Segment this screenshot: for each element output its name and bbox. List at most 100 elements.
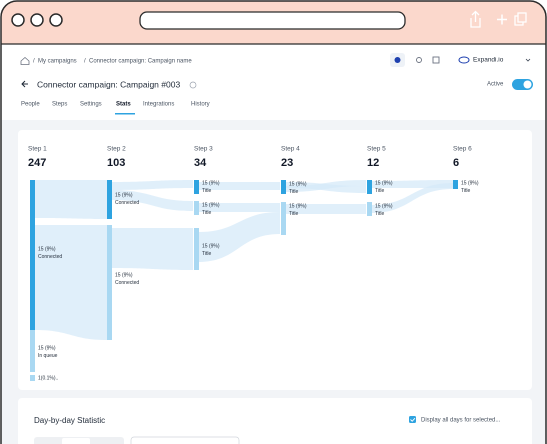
node-bar xyxy=(30,180,35,330)
node-value: 15 (9%) xyxy=(202,202,220,208)
step-label: Step 4 xyxy=(281,146,300,153)
step-label: Step 2 xyxy=(107,146,126,153)
step-count: 23 xyxy=(281,157,293,169)
flow xyxy=(285,204,366,214)
step-count: 34 xyxy=(194,157,207,169)
node-value: 15 (9%) xyxy=(38,345,56,351)
tab[interactable]: Steps xyxy=(52,102,67,108)
date-input[interactable] xyxy=(130,436,240,444)
node-label: Title xyxy=(461,188,470,194)
step-count: 247 xyxy=(28,157,46,169)
node-value: 15 (9%) xyxy=(38,246,56,252)
step-label: Step 3 xyxy=(194,146,213,153)
node-label: Title xyxy=(375,188,384,194)
tab-indicator xyxy=(115,113,135,115)
node-bar xyxy=(194,201,199,215)
node-value: 15 (9%) xyxy=(115,192,133,198)
node-bar xyxy=(194,228,199,270)
node-bar xyxy=(107,180,112,219)
flow xyxy=(198,212,280,262)
node-bar xyxy=(30,375,35,381)
checkbox[interactable] xyxy=(409,416,416,423)
node-label: Title xyxy=(289,211,298,217)
flow xyxy=(285,180,366,192)
node-bar xyxy=(30,330,35,372)
flow xyxy=(198,182,280,190)
account-logo xyxy=(458,56,470,64)
node-bar xyxy=(367,202,372,216)
dropdown-icon[interactable] xyxy=(525,58,531,62)
tab[interactable]: History xyxy=(191,102,210,108)
node-value: 15 (9%) xyxy=(115,272,133,278)
segment[interactable] xyxy=(62,438,90,444)
breadcrumb-sep: / xyxy=(84,59,86,65)
node-label: Title xyxy=(202,210,211,216)
step-count: 6 xyxy=(453,157,459,169)
icon xyxy=(394,57,401,63)
flow xyxy=(35,180,107,219)
node-value: 15 (9%) xyxy=(375,203,393,209)
breadcrumb[interactable]: My campaigns xyxy=(38,59,77,65)
node-label: Title xyxy=(289,189,298,195)
flow xyxy=(112,190,193,211)
flow xyxy=(198,203,280,212)
window-button[interactable] xyxy=(49,13,63,27)
step-label: Step 6 xyxy=(453,146,472,153)
window-button[interactable] xyxy=(11,13,25,27)
node-label: Title xyxy=(202,251,211,257)
flow xyxy=(112,228,193,270)
breadcrumb[interactable]: Connector campaign: Campaign name xyxy=(89,59,192,65)
step-count: 12 xyxy=(367,157,379,169)
node-value: 15 (9%) xyxy=(289,203,307,209)
tabs: People Steps Settings Stats Integrations Hist… xyxy=(21,102,210,115)
node-label: Title xyxy=(375,211,384,217)
node-value: 15 (9%) xyxy=(289,181,307,187)
toggle-knob xyxy=(523,80,532,89)
back-icon[interactable] xyxy=(21,80,28,88)
node-label: Connected xyxy=(115,200,139,206)
node-bar xyxy=(281,202,286,235)
url-bar[interactable] xyxy=(139,11,406,30)
expand-icon[interactable] xyxy=(432,56,440,64)
node-value: 15 (9%) xyxy=(202,180,220,186)
flows xyxy=(35,180,453,340)
stats-title: Day-by-day Statistic xyxy=(34,416,105,425)
tab[interactable]: Stats xyxy=(116,102,131,108)
home-icon[interactable] xyxy=(20,56,30,65)
tab[interactable]: Settings xyxy=(80,102,102,108)
check xyxy=(410,417,416,422)
node-bar xyxy=(367,180,372,194)
node-bar xyxy=(194,180,199,194)
node-bar xyxy=(453,180,458,189)
info-icon[interactable] xyxy=(189,81,197,89)
checkbox-label[interactable]: Display all days for selected... xyxy=(421,418,501,424)
flow xyxy=(371,183,453,213)
steps: Step 1 247 15 (9%) Connected 15 (9%) In queue… xyxy=(28,146,479,382)
tab[interactable]: Integrations xyxy=(143,102,174,108)
node-label: Connected xyxy=(38,254,62,260)
step-label: Step 5 xyxy=(367,146,386,153)
flow xyxy=(112,180,193,190)
step-count: 103 xyxy=(107,157,125,169)
node-value: 15 (9%) xyxy=(202,243,220,249)
status-label: Active xyxy=(487,82,504,88)
node-label: Title xyxy=(202,188,211,194)
new-tab-icon[interactable] xyxy=(497,14,507,25)
account-name[interactable]: Expandi.io xyxy=(473,57,504,64)
node-bar xyxy=(281,180,286,194)
flow xyxy=(35,225,107,340)
tabs-icon[interactable] xyxy=(517,12,527,23)
share-icon[interactable] xyxy=(470,10,481,28)
node-bar xyxy=(107,225,112,340)
breadcrumb-sep: / xyxy=(33,59,35,65)
node-value: 1(0.1%).. xyxy=(38,375,58,381)
node-label: Connected xyxy=(115,280,139,286)
tab[interactable]: People xyxy=(21,102,40,108)
window-button[interactable] xyxy=(30,13,44,27)
campaign-title: Connector campaign: Campaign #003 xyxy=(37,79,180,89)
settings-icon[interactable] xyxy=(416,57,422,63)
node-label: In queue xyxy=(38,353,58,359)
